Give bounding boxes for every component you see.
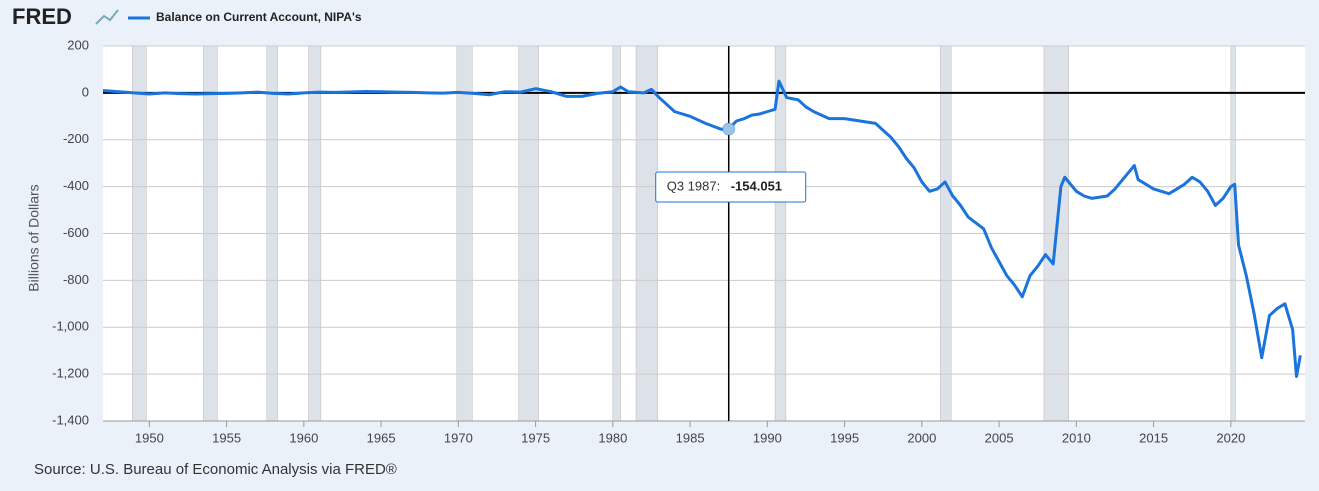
y-tick-label: -1,200	[52, 366, 89, 381]
x-tick-label: 2005	[985, 430, 1014, 445]
y-tick-label: 200	[67, 37, 89, 52]
x-tick-label: 1950	[135, 430, 164, 445]
y-tick-label: -1,400	[52, 412, 89, 427]
x-tick-label: 1965	[367, 430, 396, 445]
x-tick-label: 1970	[444, 430, 473, 445]
x-tick-label: 2015	[1139, 430, 1168, 445]
y-tick-label: -800	[63, 272, 89, 287]
x-tick-label: 1975	[521, 430, 550, 445]
tooltip-box	[655, 171, 807, 203]
x-tick-label: 2000	[907, 430, 936, 445]
x-tick-label: 1980	[598, 430, 627, 445]
x-tick-label: 2020	[1216, 430, 1245, 445]
tooltip-value: -154.051	[731, 178, 782, 193]
brand-logo[interactable]: FRED	[12, 4, 72, 29]
x-tick-label: 1955	[212, 430, 241, 445]
source-note: Source: U.S. Bureau of Economic Analysis…	[34, 461, 397, 478]
logo-icon	[95, 9, 119, 25]
x-tick-label: 2010	[1062, 430, 1091, 445]
x-tick-label: 1960	[289, 430, 318, 445]
y-tick-label: -200	[63, 131, 89, 146]
x-tick-label: 1990	[753, 430, 782, 445]
y-axis-label: Billions of Dollars	[26, 184, 42, 291]
x-tick-label: 1985	[676, 430, 705, 445]
y-tick-label: 0	[82, 84, 89, 99]
tooltip-label: Q3 1987:	[667, 178, 721, 193]
y-tick-label: -1,000	[52, 319, 89, 334]
y-tick-label: -600	[63, 225, 89, 240]
y-tick-label: -400	[63, 178, 89, 193]
hover-point	[722, 122, 736, 136]
x-tick-label: 1995	[830, 430, 859, 445]
legend-label: Balance on Current Account, NIPA's	[156, 10, 362, 24]
data-line	[102, 79, 1302, 378]
